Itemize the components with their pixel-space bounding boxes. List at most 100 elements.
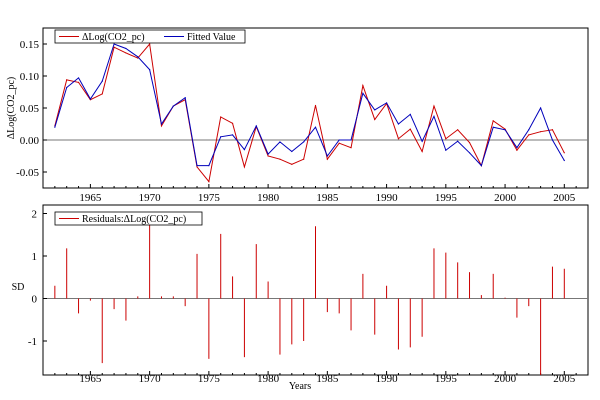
- series-1-point: [551, 129, 554, 131]
- series-2-point: [516, 147, 518, 149]
- bottom-legend: Residuals:ΔLog(CO2_pc): [54, 211, 203, 226]
- bottom-x-tick-label: 2005: [553, 373, 576, 385]
- series-1-point: [374, 118, 376, 121]
- series-2-point: [468, 152, 471, 154]
- series-1-point: [445, 138, 447, 140]
- bottom-y-tick-label: 2: [32, 209, 38, 221]
- top-x-tick-label: 1990: [376, 192, 399, 204]
- series-2-point: [409, 113, 411, 115]
- series-1-point: [160, 125, 163, 127]
- series-1-point: [563, 152, 565, 154]
- series-1-point: [421, 150, 423, 153]
- series-1-point: [101, 93, 103, 95]
- series-2-point: [433, 115, 435, 117]
- legend-label-residuals: Residuals:ΔLog(CO2_pc): [82, 214, 186, 225]
- series-2-point: [421, 140, 423, 142]
- top-y-tick-label: 0.10: [20, 71, 40, 83]
- bottom-x-tick-label: 1965: [79, 373, 102, 385]
- top-x-tick-label: 1985: [316, 192, 339, 204]
- series-2-point: [362, 92, 364, 94]
- series-1-point: [267, 155, 269, 157]
- series-1-point: [528, 134, 530, 136]
- series-1-point: [492, 120, 494, 122]
- legend-label-series-1: ΔLog(CO2_pc): [82, 32, 145, 43]
- series-2-point: [172, 105, 174, 107]
- series-2-point: [267, 153, 269, 155]
- series-1-point: [196, 166, 198, 168]
- series-2-point: [77, 77, 80, 79]
- top-y-tick-label: 0.00: [20, 135, 40, 147]
- series-1-point: [279, 158, 281, 160]
- top-x-tick-label: 1995: [435, 192, 458, 204]
- bottom-x-tick-label: 1995: [435, 373, 458, 385]
- series-1-point: [338, 142, 340, 144]
- bottom-x-axis: 1965 1970 1975 1980 1985 1990 1995 2000 2005: [54, 371, 577, 385]
- series-2-point: [220, 136, 222, 138]
- series-2-point: [149, 69, 151, 71]
- bottom-x-tick-label: 1970: [139, 373, 162, 385]
- bottom-x-tick-label: 1980: [257, 373, 280, 385]
- series-1-point: [516, 149, 518, 151]
- series-1-point: [243, 166, 246, 168]
- series-2-point: [184, 97, 186, 99]
- series-2-point: [196, 165, 198, 167]
- series-1-point: [468, 141, 471, 144]
- series-2-point: [492, 126, 494, 128]
- series-1-point: [66, 79, 68, 81]
- series-2-point: [374, 109, 376, 111]
- series-2-point: [113, 43, 115, 45]
- series-1-point: [409, 128, 411, 130]
- top-y-tick-label: -0.05: [16, 167, 39, 179]
- legend-label-series-2: Fitted Value: [187, 32, 236, 43]
- series-1-point: [113, 46, 115, 48]
- series-2-point: [397, 123, 400, 125]
- top-y-tick-label: 0.15: [20, 39, 40, 51]
- bottom-y-axis: -1 0 1 2: [28, 209, 47, 348]
- series-2-point: [350, 139, 352, 141]
- series-2-point: [125, 47, 127, 50]
- series-1-point: [326, 158, 328, 160]
- series-1-point: [77, 81, 80, 83]
- series-2-point: [540, 107, 542, 109]
- bottom-y-axis-label: SD: [12, 282, 25, 293]
- series-1-point: [397, 138, 400, 140]
- series-1-point: [208, 181, 210, 183]
- series-1-point: [457, 129, 459, 131]
- top-y-axis-label: ΔLog(CO2_pc): [6, 77, 17, 140]
- series-2-point: [231, 134, 234, 136]
- bottom-x-tick-label: 2000: [494, 373, 517, 385]
- top-x-tick-label: 2000: [494, 192, 517, 204]
- top-x-tick-label: 1965: [79, 192, 102, 204]
- bottom-y-tick-label: 0: [32, 294, 38, 306]
- series-2-point: [551, 139, 554, 141]
- series-line-2: [54, 43, 565, 167]
- series-2-point: [255, 125, 257, 127]
- series-2-point: [338, 139, 340, 141]
- bottom-x-axis-label: Years: [289, 381, 311, 392]
- top-x-tick-label: 2005: [553, 192, 576, 204]
- top-x-tick-label: 1970: [139, 192, 162, 204]
- series-2-point: [480, 165, 482, 167]
- top-x-tick-label: 1975: [198, 192, 221, 204]
- series-1-point: [125, 52, 127, 54]
- top-legend: ΔLog(CO2_pc) Fitted Value: [54, 29, 246, 44]
- bottom-x-tick-label: 1975: [198, 373, 221, 385]
- series-2-point: [528, 129, 530, 131]
- top-y-tick-label: 0.05: [20, 103, 40, 115]
- bottom-y-tick-label: 1: [32, 251, 38, 263]
- series-2-point: [160, 123, 163, 125]
- series-2-point: [457, 140, 459, 142]
- series-2-point: [445, 149, 447, 151]
- series-2-point: [385, 102, 388, 104]
- top-x-axis: 1965 1970 1975 1980 1985 1990 1995 2000 2005: [54, 184, 577, 204]
- bottom-panel: -1 0 1 2 1965 1970 1975 1980 1985 1990 1995 2000 20…: [12, 204, 589, 392]
- series-1-point: [433, 105, 435, 107]
- series-2-point: [303, 141, 305, 143]
- bottom-series: [54, 215, 565, 375]
- series-2-point: [291, 150, 293, 153]
- series-2-point: [101, 80, 103, 82]
- top-y-axis: -0.05 0.00 0.05 0.10 0.15: [16, 39, 47, 179]
- series-1-point: [362, 85, 364, 87]
- bottom-x-tick-label: 1985: [316, 373, 339, 385]
